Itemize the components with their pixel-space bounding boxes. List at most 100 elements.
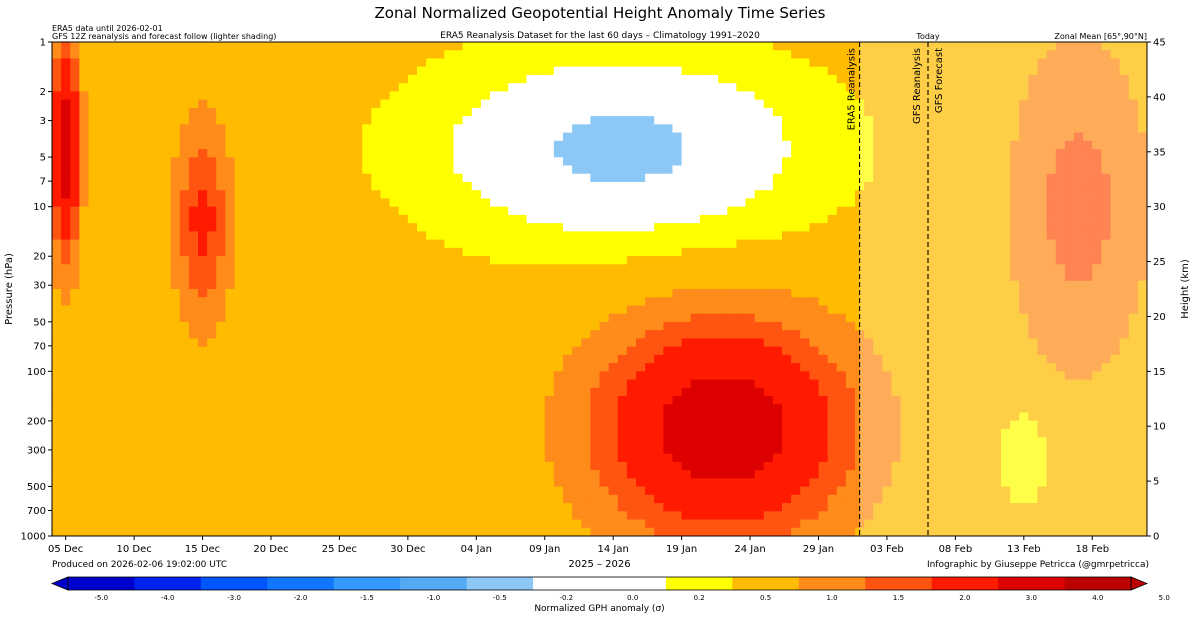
- anomaly-cell: [544, 412, 555, 422]
- anomaly-cell: [125, 354, 135, 364]
- anomaly-cell: [718, 149, 728, 158]
- anomaly-cell: [325, 50, 336, 60]
- anomaly-cell: [170, 420, 181, 430]
- anomaly-cell: [426, 363, 436, 372]
- anomaly-cell: [134, 66, 144, 76]
- anomaly-cell: [70, 396, 80, 405]
- anomaly-cell: [480, 83, 491, 92]
- anomaly-cell: [125, 83, 135, 92]
- anomaly-cell: [480, 437, 491, 447]
- anomaly-cell: [754, 181, 765, 191]
- anomaly-cell: [672, 256, 683, 265]
- anomaly-cell: [681, 140, 692, 150]
- anomaly-cell: [216, 132, 226, 142]
- anomaly-cell: [526, 206, 537, 216]
- anomaly-cell: [207, 379, 217, 389]
- anomaly-cell: [654, 107, 664, 117]
- anomaly-cell: [709, 494, 719, 504]
- anomaly-cell: [243, 289, 254, 298]
- anomaly-cell: [800, 363, 810, 372]
- anomaly-cell: [508, 437, 518, 447]
- anomaly-cell: [152, 165, 163, 175]
- anomaly-cell: [225, 58, 236, 68]
- anomaly-cell: [772, 99, 783, 109]
- anomaly-cell: [754, 91, 765, 101]
- anomaly-cell: [243, 470, 254, 479]
- anomaly-cell: [535, 503, 546, 512]
- anomaly-cell: [161, 50, 172, 60]
- anomaly-cell: [453, 190, 464, 200]
- anomaly-cell: [535, 371, 546, 381]
- anomaly-cell: [70, 214, 80, 224]
- anomaly-cell: [645, 206, 655, 216]
- anomaly-cell: [261, 437, 272, 447]
- anomaly-cell: [417, 99, 427, 109]
- anomaly-cell: [727, 503, 737, 512]
- anomaly-cell: [307, 519, 318, 529]
- anomaly-cell: [271, 264, 281, 274]
- anomaly-cell: [499, 50, 509, 60]
- anomaly-cell: [198, 50, 208, 60]
- anomaly-cell: [97, 66, 108, 76]
- anomaly-cell: [581, 519, 591, 529]
- anomaly-cell: [316, 50, 327, 60]
- anomaly-cell: [271, 149, 281, 158]
- anomaly-cell: [535, 280, 546, 290]
- anomaly-cell: [645, 58, 655, 68]
- anomaly-cell: [490, 494, 500, 504]
- anomaly-cell: [444, 66, 455, 76]
- anomaly-cell: [617, 461, 628, 471]
- anomaly-cell: [681, 124, 692, 134]
- anomaly-cell: [216, 428, 226, 438]
- anomaly-cell: [243, 99, 254, 109]
- anomaly-cell: [407, 478, 418, 488]
- anomaly-cell: [626, 66, 637, 76]
- anomaly-cell: [407, 239, 418, 249]
- anomaly-cell: [88, 91, 99, 101]
- anomaly-cell: [261, 305, 272, 315]
- anomaly-cell: [380, 428, 391, 438]
- anomaly-cell: [718, 42, 728, 51]
- anomaly-cell: [572, 289, 582, 298]
- anomaly-cell: [553, 214, 564, 224]
- anomaly-cell: [225, 527, 236, 536]
- anomaly-cell: [325, 478, 336, 488]
- anomaly-cell: [316, 181, 327, 191]
- anomaly-cell: [800, 503, 810, 512]
- anomaly-cell: [134, 58, 144, 68]
- anomaly-cell: [207, 157, 217, 167]
- anomaly-cell: [307, 99, 318, 109]
- anomaly-cell: [179, 239, 190, 249]
- anomaly-cell: [517, 280, 528, 290]
- anomaly-cell: [97, 214, 108, 224]
- anomaly-cell: [645, 165, 655, 175]
- anomaly-cell: [563, 140, 573, 150]
- anomaly-cell: [79, 511, 90, 521]
- anomaly-cell: [517, 321, 528, 331]
- anomaly-cell: [316, 107, 327, 117]
- anomaly-cell: [763, 264, 774, 274]
- anomaly-cell: [544, 470, 555, 479]
- anomaly-cell: [590, 412, 601, 422]
- anomaly-cell: [325, 305, 336, 315]
- anomaly-cell: [544, 387, 555, 397]
- anomaly-cell: [389, 494, 400, 504]
- anomaly-cell: [106, 99, 117, 109]
- anomaly-cell: [626, 289, 637, 298]
- anomaly-cell: [334, 206, 345, 216]
- anomaly-cell: [289, 412, 299, 422]
- anomaly-cell: [590, 132, 601, 142]
- anomaly-cell: [115, 223, 126, 232]
- anomaly-cell: [106, 437, 117, 447]
- anomaly-cell: [800, 42, 810, 51]
- anomaly-cell: [417, 256, 427, 265]
- anomaly-cell: [271, 379, 281, 389]
- anomaly-cell: [353, 124, 363, 134]
- anomaly-cell: [252, 289, 263, 298]
- anomaly-cell: [371, 396, 382, 405]
- anomaly-cell: [398, 503, 409, 512]
- anomaly-cell: [61, 494, 71, 504]
- anomaly-cell: [782, 181, 792, 191]
- anomaly-cell: [444, 181, 455, 191]
- anomaly-cell: [590, 190, 601, 200]
